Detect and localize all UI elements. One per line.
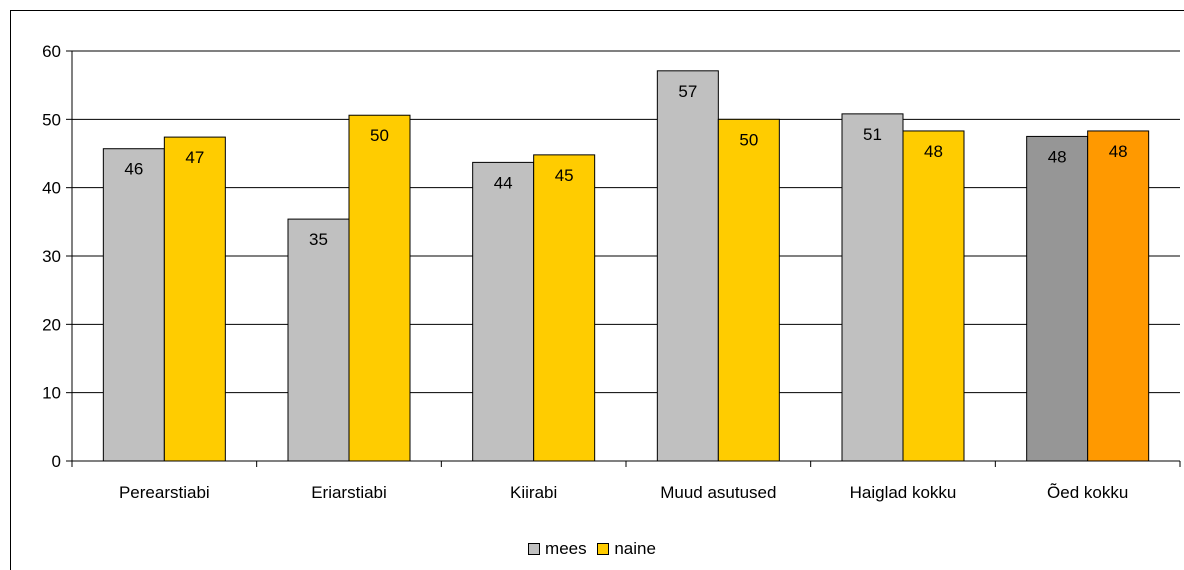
- y-tick-label: 30: [42, 247, 61, 266]
- legend-swatch-naine: [597, 543, 610, 555]
- x-tick-label: Õed kokku: [1047, 483, 1128, 502]
- x-tick-label: Kiirabi: [510, 483, 557, 502]
- data-label-naine: 48: [924, 142, 943, 161]
- bar-naine: [717, 118, 780, 462]
- legend-item-naine: naine: [597, 539, 656, 559]
- data-label-naine: 47: [185, 148, 204, 167]
- bar-mees: [472, 161, 535, 462]
- y-tick-label: 0: [52, 452, 61, 471]
- bar-naine: [902, 130, 965, 462]
- bar-naine: [533, 154, 596, 462]
- x-tick-label: Perearstiabi: [119, 483, 210, 502]
- y-tick-label: 40: [42, 179, 61, 198]
- y-tick-label: 20: [42, 315, 61, 334]
- data-label-mees: 44: [494, 173, 513, 192]
- data-label-mees: 48: [1048, 147, 1067, 166]
- bar-naine: [348, 114, 411, 462]
- y-tick-label: 50: [42, 110, 61, 129]
- bar-mees: [102, 148, 165, 462]
- data-label-mees: 46: [124, 160, 143, 179]
- y-tick-label: 10: [42, 384, 61, 403]
- bar-chart: 0 10 20 30 40 50 60 Perearstiabi Eriarstiabi Kii…: [42, 42, 1181, 502]
- bar-mees: [841, 113, 904, 462]
- data-label-naine: 45: [555, 166, 574, 185]
- bar-naine: [1087, 130, 1150, 462]
- chart-frame: [10, 10, 1184, 570]
- bar-mees: [287, 218, 350, 462]
- data-label-mees: 35: [309, 230, 328, 249]
- gridlines: [72, 50, 1180, 394]
- x-axis-tick-labels: Perearstiabi Eriarstiabi Kiirabi Muud asutu…: [119, 483, 1128, 502]
- bar-naine: [163, 136, 226, 462]
- bars: [102, 70, 1150, 462]
- data-label-naine: 50: [370, 126, 389, 145]
- data-label-mees: 51: [863, 125, 882, 144]
- data-label-naine: 50: [739, 130, 758, 149]
- bar-mees: [1026, 135, 1089, 462]
- x-tick-label: Muud asutused: [660, 483, 776, 502]
- x-tick-label: Haiglad kokku: [850, 483, 957, 502]
- data-label-mees: 57: [678, 82, 697, 101]
- legend: mees naine: [0, 539, 1184, 560]
- legend-label-naine: naine: [614, 539, 656, 558]
- data-label-naine: 48: [1109, 142, 1128, 161]
- x-tick-label: Eriarstiabi: [311, 483, 387, 502]
- legend-label-mees: mees: [545, 539, 587, 558]
- y-axis-tick-labels: 0 10 20 30 40 50 60: [42, 42, 61, 471]
- data-labels: 46 47 35 50 44 45 57 50 51 48 48 48: [124, 82, 1127, 249]
- legend-swatch-mees: [528, 543, 541, 555]
- y-tick-label: 60: [42, 42, 61, 61]
- bar-mees: [656, 70, 719, 462]
- axes: [66, 50, 1181, 467]
- legend-item-mees: mees: [528, 539, 587, 559]
